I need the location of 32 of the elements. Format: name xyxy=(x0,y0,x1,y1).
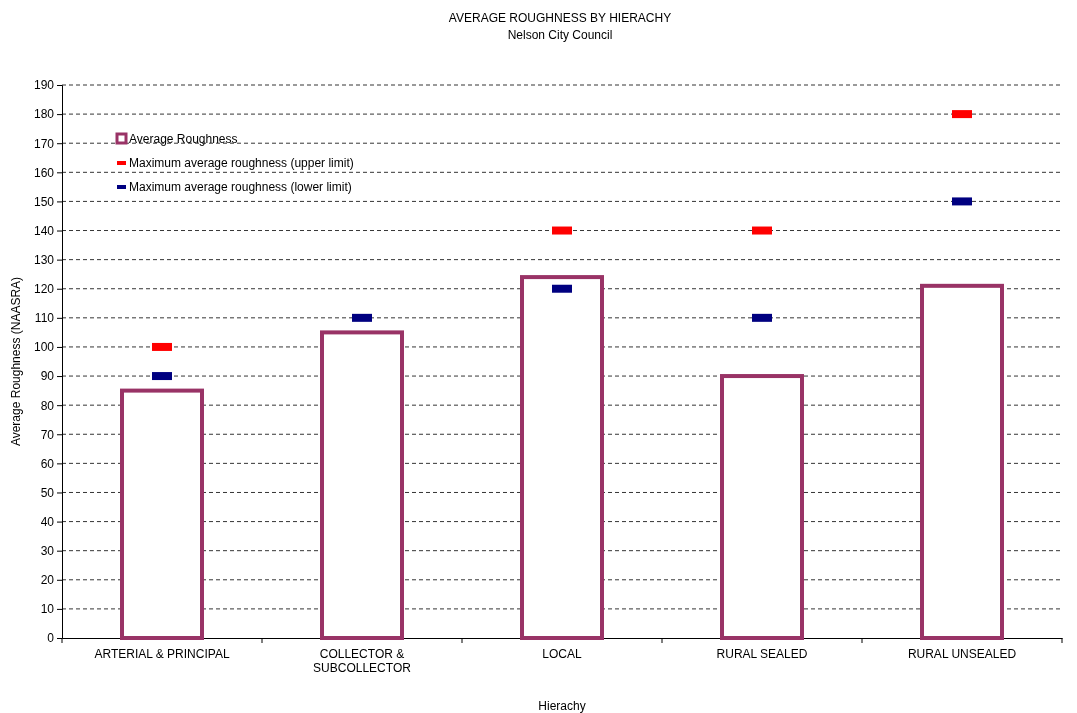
y-tick-label: 110 xyxy=(34,311,55,326)
chart-title: AVERAGE ROUGHNESS BY HIERACHY xyxy=(448,11,672,25)
y-tick-label: 80 xyxy=(40,398,55,413)
y-tick-label: 100 xyxy=(33,340,55,355)
y-tick-label: 40 xyxy=(40,514,55,529)
y-tick-label: 130 xyxy=(33,252,55,267)
legend-label: Average Roughness xyxy=(129,132,238,146)
x-tick-label: COLLECTOR & SUBCOLLECTOR xyxy=(313,646,412,676)
x-tick-label: RURAL UNSEALED xyxy=(907,646,1017,661)
chart-subtitle: Nelson City Council xyxy=(507,28,613,42)
y-tick-label: 60 xyxy=(40,456,55,471)
y-tick-label: 180 xyxy=(33,107,55,122)
y-tick-label: 30 xyxy=(40,544,55,559)
y-tick-label: 150 xyxy=(33,194,55,209)
y-tick-label: 170 xyxy=(33,136,55,151)
y-tick-label: 140 xyxy=(33,223,55,238)
x-axis-title: Hierachy xyxy=(538,699,586,713)
y-tick-label: 90 xyxy=(40,369,55,384)
legend-label: Maximum average roughness (upper limit) xyxy=(129,156,354,170)
y-axis-title: Average Roughness (NAASRA) xyxy=(9,276,23,447)
legend-label: Maximum average roughness (lower limit) xyxy=(129,180,352,194)
x-tick-label: RURAL SEALED xyxy=(716,646,808,661)
x-tick-label: ARTERIAL & PRINCIPAL xyxy=(94,646,230,661)
y-tick-label: 0 xyxy=(47,631,55,646)
x-tick-label: LOCAL xyxy=(542,646,582,661)
y-tick-label: 160 xyxy=(33,165,55,180)
y-tick-label: 20 xyxy=(40,573,55,588)
y-tick-label: 120 xyxy=(33,282,55,297)
y-tick-label: 70 xyxy=(40,427,55,442)
y-tick-label: 50 xyxy=(40,485,55,500)
y-tick-label: 10 xyxy=(40,602,55,617)
y-tick-label: 190 xyxy=(33,78,55,93)
